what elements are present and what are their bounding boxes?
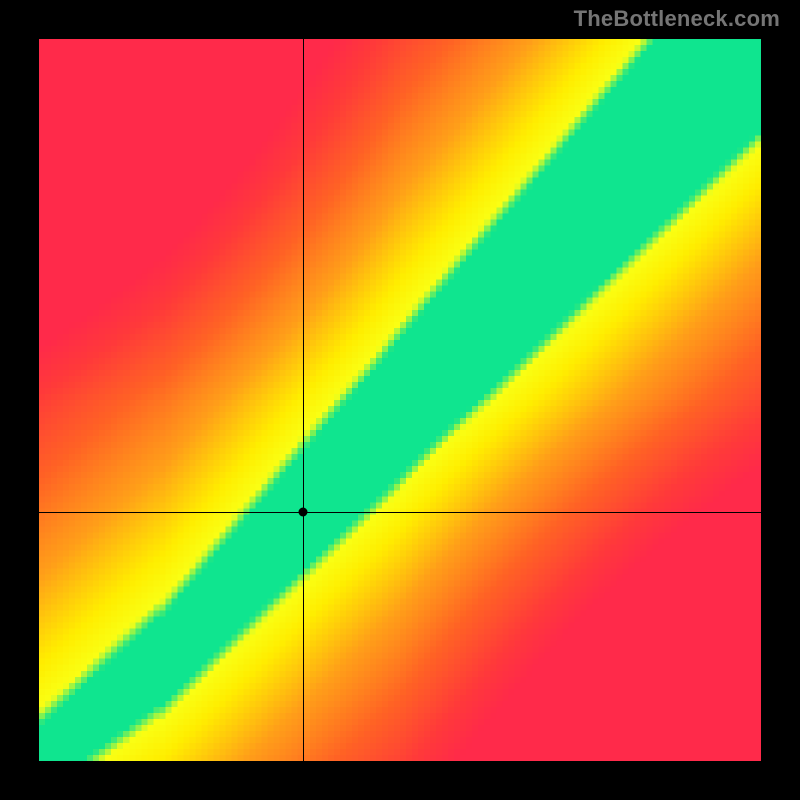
outer-frame: TheBottleneck.com (0, 0, 800, 800)
watermark-text: TheBottleneck.com (574, 6, 780, 32)
crosshair-vertical (303, 39, 304, 761)
heatmap-plot (39, 39, 761, 761)
heatmap-canvas (39, 39, 761, 761)
crosshair-marker (298, 507, 307, 516)
crosshair-horizontal (39, 512, 761, 513)
